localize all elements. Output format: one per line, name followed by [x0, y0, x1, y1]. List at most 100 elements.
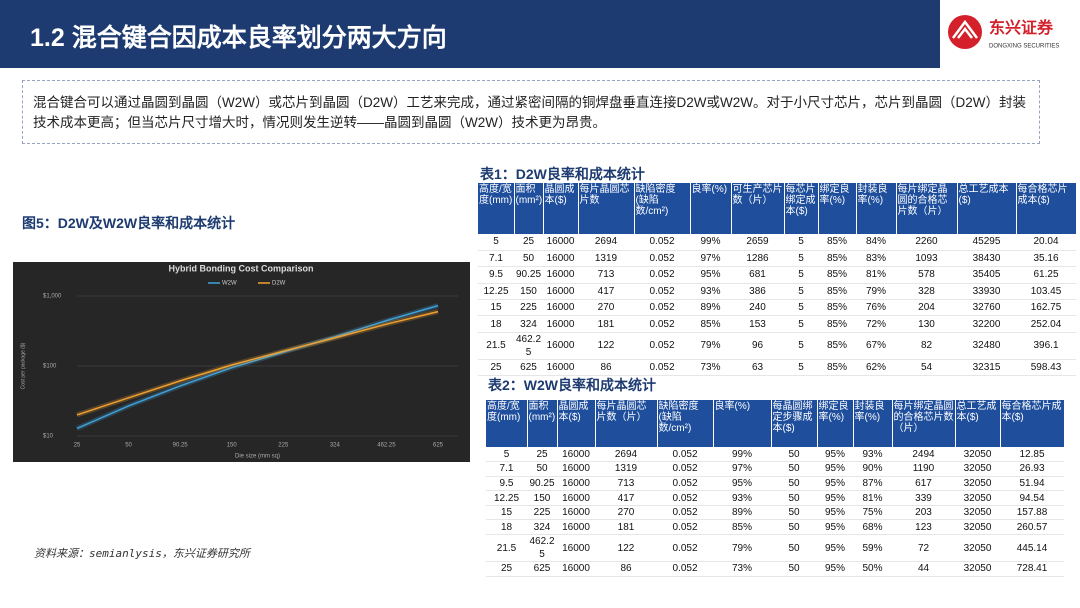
table-cell: 445.14: [1000, 534, 1064, 563]
column-header: 封装良率(%): [856, 183, 897, 234]
table-cell: 32050: [955, 461, 1000, 477]
table-cell: 25: [514, 234, 543, 251]
table-cell: 5: [478, 234, 514, 251]
table-cell: 85%: [818, 359, 856, 377]
table-cell: 93%: [853, 447, 892, 463]
table-cell: 2260: [896, 234, 957, 251]
table-cell: 84%: [856, 234, 896, 251]
table-cell: 203: [892, 505, 955, 521]
table-cell: 59%: [853, 534, 892, 563]
table-cell: 0.052: [657, 519, 713, 536]
table-cell: 625: [527, 561, 557, 577]
table-cell: 68%: [853, 519, 892, 536]
table-row: 15 225 16000 270 0.052 89% 240 5 85% 76% 204 32760 1…: [478, 299, 1076, 317]
table-cell: 50: [527, 461, 557, 477]
x-tick-label: 90.25: [173, 443, 189, 449]
x-tick-label: 625: [433, 443, 444, 449]
table-cell: 32315: [957, 359, 1016, 377]
table-cell: 90.25: [527, 476, 557, 492]
table-cell: 81%: [856, 266, 896, 284]
table-cell: 83%: [856, 250, 896, 268]
table-cell: 270: [595, 505, 657, 521]
table-cell: 85%: [818, 315, 856, 333]
x-tick-label: 462.25: [377, 443, 396, 449]
table-cell: 16000: [557, 519, 595, 536]
table-cell: 0.052: [657, 505, 713, 521]
column-header: 高度/宽度(mm): [486, 400, 528, 447]
table-cell: 35.16: [1016, 250, 1076, 268]
column-header: 每片绑定晶圆的合格芯片数（片）: [892, 400, 956, 447]
column-header: 每片晶圆芯片数（片）: [595, 400, 658, 447]
table-row: 5 25 16000 2694 0.052 99% 2659 5 85% 84% 2260 45295…: [478, 234, 1076, 251]
table-cell: 16000: [543, 266, 578, 284]
data-table: 高度/宽度(mm) 面积(mm²) 晶圆成本($) 每片晶圆芯片数 缺陷密度(缺陷数/c…: [478, 183, 1077, 377]
column-header: 绑定良率(%): [817, 400, 854, 447]
table-cell: 339: [892, 490, 955, 506]
logo-mark: [952, 19, 978, 39]
table-cell: 15: [486, 505, 527, 521]
series-line: [76, 310, 439, 416]
table-cell: 54: [896, 359, 957, 377]
logo: 东兴证券 DONGXING SECURITIES: [948, 15, 1059, 50]
table-cell: 5: [486, 447, 527, 463]
table-cell: 16000: [557, 447, 595, 463]
column-header: 晶圆成本($): [557, 400, 596, 447]
table-cell: 0.052: [634, 359, 690, 377]
table-row: 18 324 16000 181 0.052 85% 153 5 85% 72% 130 32200 2…: [478, 315, 1076, 333]
column-header: 每芯片绑定成本($): [784, 183, 819, 234]
table-cell: 21.5: [478, 332, 514, 360]
table-cell: 598.43: [1016, 359, 1076, 377]
column-header: 面积(mm²): [514, 183, 544, 234]
table-cell: 79%: [713, 534, 771, 563]
table-row: 7.1 50 16000 1319 0.052 97% 1286 5 85% 83% 1093 384…: [478, 250, 1076, 268]
table-cell: 21.5: [486, 534, 527, 563]
table-cell: 85%: [818, 266, 856, 284]
data-table: 高度/宽度(mm) 面积(mm²) 晶圆成本($) 每片晶圆芯片数（片） 缺陷密度(缺陷…: [486, 400, 1065, 577]
table-cell: 252.04: [1016, 315, 1076, 333]
table-cell: 417: [595, 490, 657, 506]
y-tick-label: $100: [43, 364, 57, 370]
header-bar: [0, 0, 940, 68]
table-cell: 713: [578, 266, 634, 284]
column-header: 每片晶圆芯片数: [578, 183, 635, 234]
table-cell: 95%: [817, 519, 853, 536]
table-cell: 16000: [543, 359, 578, 377]
table-cell: 386: [731, 283, 784, 301]
table-cell: 0.052: [634, 315, 690, 333]
column-header: 每晶圆绑定步骤成本($): [771, 400, 818, 447]
table-cell: 50: [771, 534, 817, 563]
table-cell: 0.052: [634, 250, 690, 268]
table-cell: 45295: [957, 234, 1016, 251]
table-cell: 95%: [817, 561, 853, 577]
table-cell: 25: [527, 447, 557, 463]
table-cell: 9.5: [486, 476, 527, 492]
table-cell: 12.25: [478, 283, 514, 301]
table-cell: 5: [784, 315, 818, 333]
table-cell: 86: [595, 561, 657, 577]
table-cell: 625: [514, 359, 543, 377]
table-cell: 50: [771, 490, 817, 506]
table-cell: 99%: [690, 234, 731, 251]
table-row: 21.5 462.25 16000 122 0.052 79% 96 5 85% 67% 82 324…: [478, 332, 1076, 360]
table-cell: 72: [892, 534, 955, 563]
table-cell: 12.25: [486, 490, 527, 506]
table-cell: 728.41: [1000, 561, 1064, 577]
table-cell: 0.052: [634, 283, 690, 301]
table-cell: 79%: [856, 283, 896, 301]
chart: Hybrid Bonding Cost Comparison $10 $100 $1,…: [13, 262, 470, 462]
table-cell: 2694: [578, 234, 634, 251]
table-cell: 16000: [557, 461, 595, 477]
table-cell: 0.052: [657, 534, 713, 563]
table-cell: 89%: [713, 505, 771, 521]
table-cell: 62%: [856, 359, 896, 377]
table-cell: 89%: [690, 299, 731, 317]
table-cell: 16000: [557, 476, 595, 492]
table-cell: 5: [784, 299, 818, 317]
table-cell: 25: [478, 359, 514, 377]
table-cell: 85%: [818, 299, 856, 317]
column-header: 总工艺成本($): [955, 400, 1001, 447]
table-cell: 16000: [557, 505, 595, 521]
table-cell: 95%: [817, 490, 853, 506]
table-cell: 123: [892, 519, 955, 536]
table-cell: 75%: [853, 505, 892, 521]
